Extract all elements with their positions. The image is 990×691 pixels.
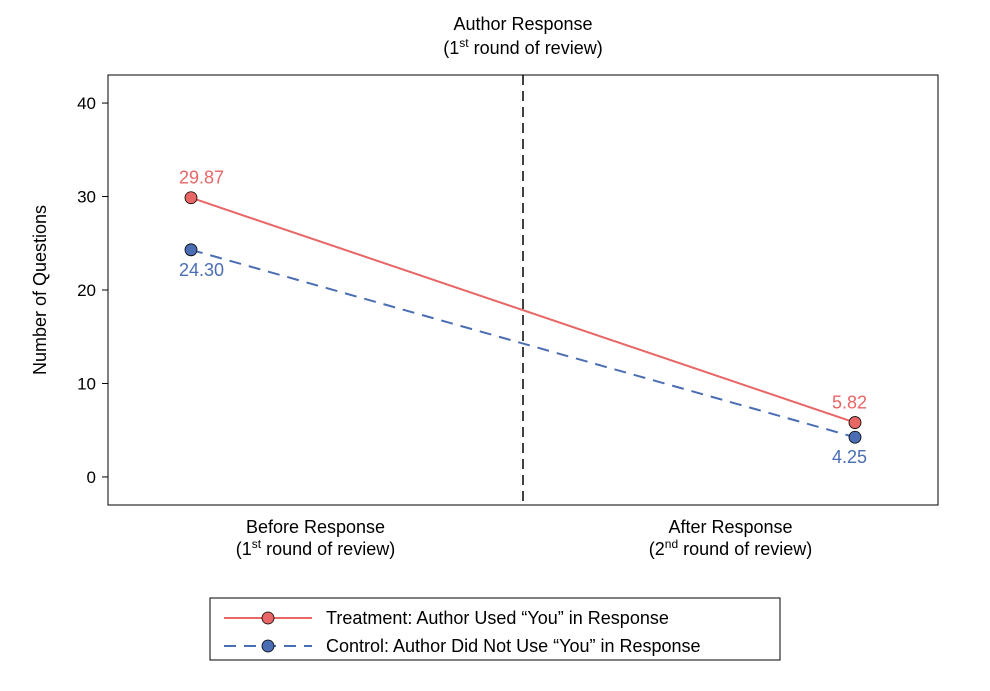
line-chart: Author Response(1st round of review)0102… xyxy=(0,0,990,691)
chart-title-line1: Author Response xyxy=(453,14,592,34)
y-tick-label: 20 xyxy=(77,281,96,300)
y-axis-label: Number of Questions xyxy=(30,205,50,375)
y-tick-label: 30 xyxy=(77,188,96,207)
legend-treatment-label: Treatment: Author Used “You” in Response xyxy=(326,608,669,628)
treatment-marker xyxy=(849,417,861,429)
x-cat-label: After Response xyxy=(668,517,792,537)
treatment-marker xyxy=(185,192,197,204)
legend-control-swatch-marker xyxy=(262,640,274,652)
legend-control-label: Control: Author Did Not Use “You” in Res… xyxy=(326,636,701,656)
treatment-value-label: 29.87 xyxy=(179,168,224,188)
control-value-label: 4.25 xyxy=(832,447,867,467)
x-cat-label: Before Response xyxy=(246,517,385,537)
y-tick-label: 40 xyxy=(77,94,96,113)
control-marker xyxy=(185,244,197,256)
control-marker xyxy=(849,431,861,443)
y-tick-label: 10 xyxy=(77,374,96,393)
legend-treatment-swatch-marker xyxy=(262,612,274,624)
control-value-label: 24.30 xyxy=(179,260,224,280)
treatment-value-label: 5.82 xyxy=(832,393,867,413)
y-tick-label: 0 xyxy=(87,468,96,487)
